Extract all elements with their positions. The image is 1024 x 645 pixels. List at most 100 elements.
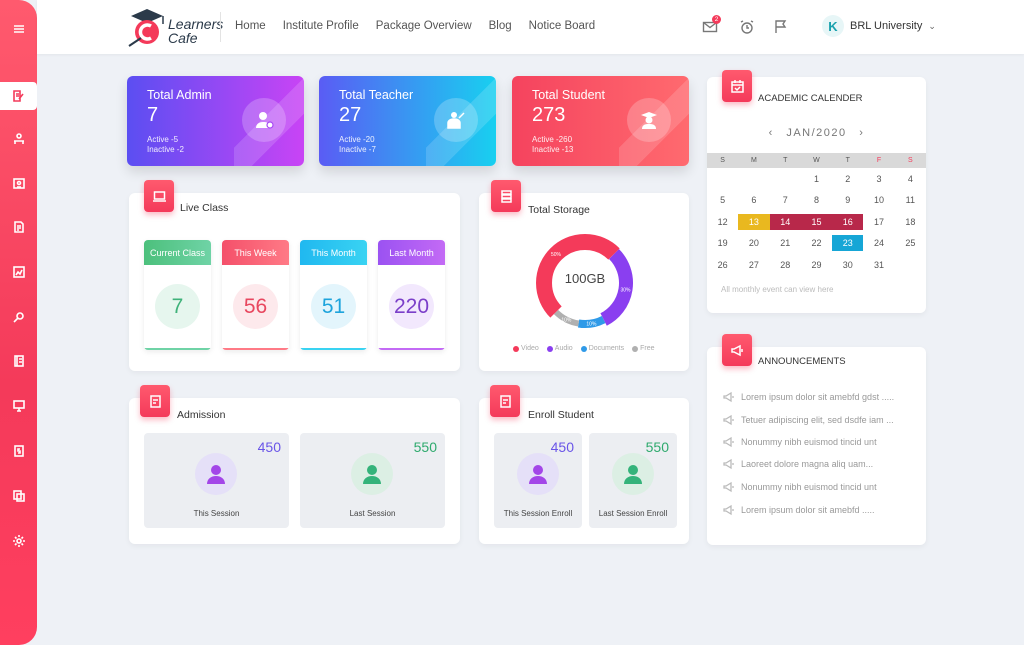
calendar-day[interactable]: 5 — [720, 195, 726, 206]
calendar-day[interactable]: 28 — [780, 259, 791, 270]
enroll-value: 450 — [550, 439, 574, 455]
sidebar-item-id-card[interactable] — [9, 173, 29, 193]
sidebar-item-reports[interactable] — [9, 262, 29, 282]
university-selector[interactable]: K BRL University ⌄ — [822, 15, 936, 37]
sidebar-item-presentation[interactable] — [9, 396, 29, 416]
stat-card-teacher[interactable]: Total Teacher 27 Active -20 Inactive -7 — [319, 76, 496, 166]
avatar-icon — [351, 453, 393, 495]
calendar-day[interactable]: 8 — [813, 195, 819, 206]
clipboard-icon — [140, 385, 170, 417]
stat-card-student[interactable]: Total Student 273 Active -260 Inactive -1… — [512, 76, 689, 166]
sidebar-item-fees[interactable] — [9, 441, 29, 461]
calendar-day[interactable]: 31 — [874, 259, 885, 270]
calendar-day[interactable]: 22 — [811, 238, 822, 249]
live-class-month[interactable]: This Month 51 — [300, 240, 367, 350]
alarm-button[interactable] — [739, 19, 755, 35]
enroll-this-session[interactable]: 450 This Session Enroll — [494, 433, 582, 528]
megaphone-icon — [723, 458, 734, 470]
nav-home[interactable]: Home — [235, 20, 266, 32]
gear-icon — [13, 535, 25, 547]
announcement-item[interactable]: Nonummy nibh euismod tincid unt — [723, 481, 877, 493]
logo[interactable]: Learners Cafe — [127, 6, 223, 50]
announcement-item[interactable]: Laoreet dolore magna aliq uam... — [723, 458, 873, 470]
megaphone-icon — [723, 504, 734, 516]
calendar-day[interactable]: 20 — [748, 238, 759, 249]
sidebar-item-teacher[interactable] — [9, 129, 29, 149]
calendar-day[interactable]: 6 — [751, 195, 757, 206]
calendar-day[interactable]: 4 — [907, 173, 913, 184]
next-month-button[interactable]: › — [859, 127, 865, 139]
calendar-day[interactable]: 26 — [717, 259, 728, 270]
calendar-day[interactable]: 12 — [717, 216, 728, 227]
stat-card-admin[interactable]: Total Admin 7 Active -5 Inactive -2 — [127, 76, 304, 166]
calendar-day[interactable]: 15 — [800, 213, 833, 230]
prev-month-button[interactable]: ‹ — [768, 127, 774, 139]
announcement-item[interactable]: Lorem ipsum dolor sit amebfd gdst ..... — [723, 391, 894, 403]
calendar-day[interactable]: 7 — [782, 195, 788, 206]
announcement-item[interactable]: Nonummy nibh euismod tincid unt — [723, 436, 877, 448]
live-class-card: Live Class Current Class 7 This Week 56 … — [129, 180, 460, 371]
university-name: BRL University — [850, 20, 923, 32]
announcements-card: ANNOUNCEMENTS Lorem ipsum dolor sit ameb… — [707, 334, 926, 545]
mail-badge: 2 — [712, 15, 721, 24]
sidebar-item-books[interactable] — [9, 351, 29, 371]
storage-total: 100GB — [564, 271, 606, 286]
calendar-day[interactable]: 27 — [748, 259, 759, 270]
calendar-day[interactable]: 29 — [811, 259, 822, 270]
nav-institute-profile[interactable]: Institute Profile — [282, 20, 359, 32]
donut-label: 50% — [551, 252, 562, 258]
sidebar-item-certificates[interactable] — [9, 486, 29, 506]
announcement-item[interactable]: Tetuer adipiscing elit, sed dsdfe iam ..… — [723, 414, 894, 426]
calendar-day[interactable]: 1 — [813, 173, 819, 184]
storage-card: Total Storage 30% 10% 10% 50% 100GB Video A… — [479, 180, 689, 371]
calendar-day[interactable]: 16 — [832, 213, 864, 230]
calendar-day[interactable]: 14 — [769, 213, 801, 230]
calendar-day[interactable]: 13 — [738, 213, 770, 230]
nav-notice-board[interactable]: Notice Board — [528, 20, 596, 32]
calendar-day[interactable]: 10 — [874, 195, 885, 206]
calendar-day[interactable]: 3 — [876, 173, 882, 184]
edit-icon — [13, 90, 24, 102]
enroll-value: 550 — [645, 439, 669, 455]
megaphone-icon — [723, 414, 734, 426]
calendar-day[interactable]: 11 — [905, 195, 915, 206]
weekday: S — [720, 157, 725, 164]
calendar-note: All monthly event can view here — [721, 285, 834, 294]
donut-segment-free — [553, 309, 580, 327]
admission-value: 450 — [257, 439, 281, 455]
nav-blog[interactable]: Blog — [488, 20, 512, 32]
search-icon — [13, 312, 24, 323]
mail-icon — [702, 21, 718, 33]
enroll-last-session[interactable]: 550 Last Session Enroll — [589, 433, 677, 528]
mail-button[interactable]: 2 — [702, 15, 721, 35]
legend-free: Free — [632, 345, 655, 352]
sidebar-item-document[interactable] — [9, 217, 29, 237]
live-class-current[interactable]: Current Class 7 — [144, 240, 211, 350]
calendar-day[interactable]: 24 — [874, 238, 885, 249]
calendar-day[interactable]: 23 — [832, 235, 864, 252]
calendar-day[interactable]: 21 — [780, 238, 791, 249]
sidebar-item-settings[interactable] — [9, 531, 29, 551]
sidebar-item-search[interactable] — [9, 307, 29, 327]
flag-button[interactable] — [773, 19, 789, 35]
calendar-day[interactable]: 17 — [874, 216, 885, 227]
nav-package-overview[interactable]: Package Overview — [375, 20, 472, 32]
announcement-item[interactable]: Lorem ipsum dolor sit amebfd ..... — [723, 504, 875, 516]
presentation-icon — [13, 400, 25, 412]
sidebar — [0, 0, 37, 645]
calendar-day[interactable]: 25 — [905, 238, 916, 249]
sidebar-item-dashboard[interactable] — [0, 82, 37, 110]
admission-last-session[interactable]: 550 Last Session — [300, 433, 445, 528]
calendar-day[interactable]: 19 — [717, 238, 728, 249]
live-class-value: 56 — [233, 284, 278, 329]
admission-this-session[interactable]: 450 This Session — [144, 433, 289, 528]
legend-audio: Audio — [546, 345, 573, 352]
live-class-last-month[interactable]: Last Month 220 — [378, 240, 445, 350]
calendar-day[interactable]: 2 — [845, 173, 851, 184]
menu-icon[interactable] — [9, 19, 29, 39]
calendar-weekdays: S M T W T F S — [707, 153, 926, 168]
calendar-day[interactable]: 30 — [842, 259, 853, 270]
calendar-day[interactable]: 9 — [845, 195, 851, 206]
calendar-day[interactable]: 18 — [905, 216, 916, 227]
live-class-week[interactable]: This Week 56 — [222, 240, 289, 350]
